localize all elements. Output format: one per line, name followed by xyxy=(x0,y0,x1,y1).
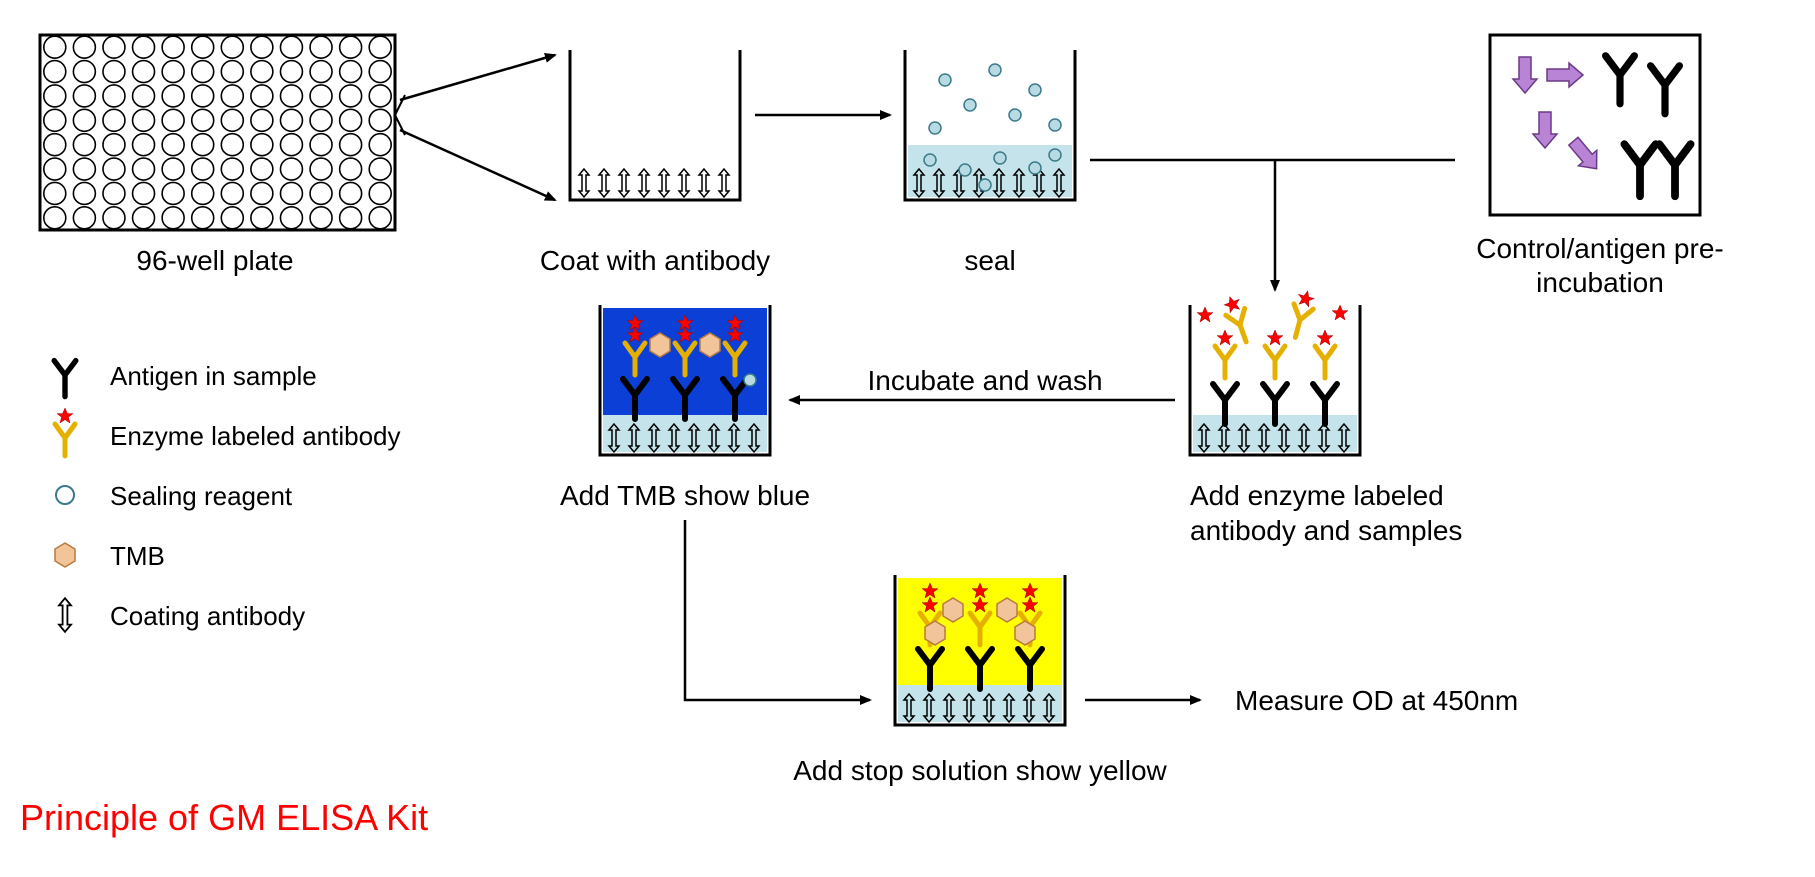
arrow-plate-to-coat xyxy=(395,55,555,200)
well-add-enzyme xyxy=(1190,288,1360,455)
label-incwash: Incubate and wash xyxy=(867,365,1102,396)
label-preinc-1: Control/antigen pre- xyxy=(1476,233,1723,264)
well-tmb-blue xyxy=(600,305,770,455)
arrow-tmb-to-stop xyxy=(685,520,870,700)
elisa-diagram: 96-well plate Coat with antibody seal xyxy=(0,0,1815,877)
label-plate: 96-well plate xyxy=(136,245,293,276)
legend-coatab: Coating antibody xyxy=(110,601,305,631)
legend-antigen: Antigen in sample xyxy=(110,361,317,391)
legend: Antigen in sample Enzyme labeled antibod… xyxy=(54,361,400,632)
label-addenz-1: Add enzyme labeled xyxy=(1190,480,1444,511)
plate-96-well xyxy=(40,35,395,230)
legend-tmb: TMB xyxy=(110,541,165,571)
well-coat xyxy=(570,50,740,200)
label-addtmb: Add TMB show blue xyxy=(560,480,810,511)
well-seal xyxy=(905,50,1075,200)
label-addenz-2: antibody and samples xyxy=(1190,515,1462,546)
preincubation-box xyxy=(1490,35,1700,215)
label-coat: Coat with antibody xyxy=(540,245,770,276)
label-addstop: Add stop solution show yellow xyxy=(793,755,1167,786)
diagram-title: Principle of GM ELISA Kit xyxy=(20,797,428,838)
t-junction xyxy=(1090,160,1455,290)
label-preinc-2: incubation xyxy=(1536,267,1664,298)
label-seal: seal xyxy=(964,245,1015,276)
legend-seal: Sealing reagent xyxy=(110,481,293,511)
well-stop-yellow xyxy=(895,575,1065,725)
legend-enzab: Enzyme labeled antibody xyxy=(110,421,401,451)
label-measure: Measure OD at 450nm xyxy=(1235,685,1518,716)
